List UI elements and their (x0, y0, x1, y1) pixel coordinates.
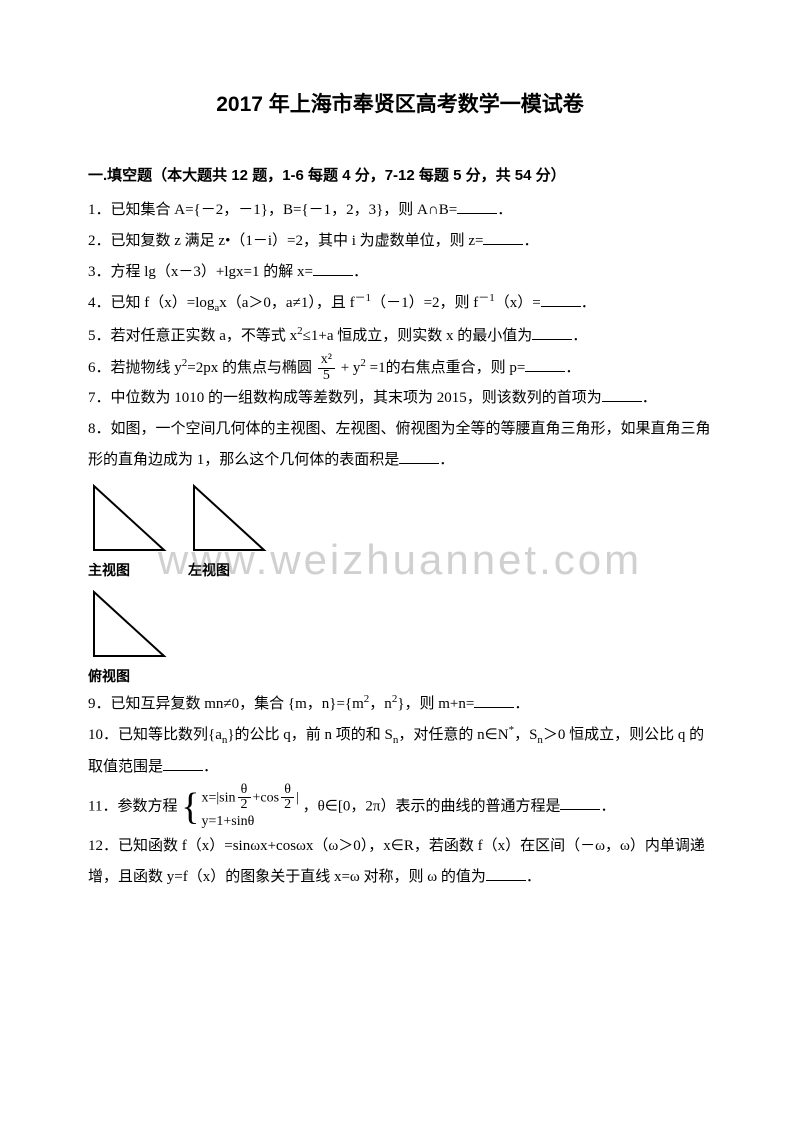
brace-icon: { (181, 788, 199, 826)
blank (532, 325, 572, 340)
blank (163, 756, 203, 771)
q11l1b: +cos (253, 790, 280, 805)
section-header: 一.填空题（本大题共 12 题，1-6 每题 4 分，7-12 每题 5 分，共… (88, 164, 712, 185)
page: 2017 年上海市奉贤区高考数学一模试卷 一.填空题（本大题共 12 题，1-6… (0, 0, 800, 1132)
q6-p1: 6．若抛物线 y (88, 360, 182, 376)
question-1: 1．已知集合 A={－2，－1}，B={－1，2，3}，则 A∩B= ． (88, 195, 712, 226)
q12-text: 12．已知函数 f（x）=sinωx+cosωx（ω＞0），x∈R，若函数 f（… (88, 838, 705, 885)
period: ． (353, 264, 368, 280)
blank (457, 200, 497, 215)
top-view: 俯视图 (88, 586, 170, 686)
frac-top: θ (238, 783, 251, 799)
question-7: 7．中位数为 1010 的一组数构成等差数列，其末项为 2015，则该数列的首项… (88, 383, 712, 414)
q11l1c: | (296, 790, 299, 805)
left-view: 左视图 (188, 480, 270, 580)
triangle-icon (188, 480, 270, 558)
period: ． (600, 798, 615, 814)
period: ． (642, 390, 657, 406)
period: ． (497, 202, 512, 218)
question-9: 9．已知互异复数 mn≠0，集合 {m，n}={m2，n2}，则 m+n=． (88, 688, 712, 720)
param-line-2: y=1+sinθ (201, 813, 298, 831)
period: ． (526, 869, 541, 885)
blank (474, 693, 514, 708)
blank (602, 388, 642, 403)
exam-title: 2017 年上海市奉贤区高考数学一模试卷 (88, 88, 712, 118)
period: ． (581, 295, 596, 311)
sup-neg1: －1 (478, 292, 495, 304)
question-10: 10．已知等比数列{an}的公比 q，前 n 项的和 Sn，对任意的 n∈N*，… (88, 719, 712, 782)
q7-text: 7．中位数为 1010 的一组数构成等差数列，其末项为 2015，则该数列的首项… (88, 390, 602, 406)
fraction-theta-2: θ2 (238, 783, 251, 813)
q9-p1: 9．已知互异复数 mn≠0，集合 {m，n}={m (88, 696, 364, 712)
blank (560, 796, 600, 811)
q4-p2: x（a＞0，a≠1），且 f (219, 295, 354, 311)
triangle-icon (88, 586, 170, 664)
period: ． (439, 452, 454, 468)
q4-p1: 4．已知 f（x）=log (88, 295, 214, 311)
frac-top: θ (281, 783, 294, 799)
q5-p1: 5．若对任意正实数 a，不等式 x (88, 328, 297, 344)
question-12: 12．已知函数 f（x）=sinωx+cosωx（ω＞0），x∈R，若函数 f（… (88, 831, 712, 893)
question-2: 2．已知复数 z 满足 z•（1－i）=2，其中 i 为虚数单位，则 z= ． (88, 226, 712, 257)
q4-p3: （－1）=2，则 f (371, 295, 478, 311)
blank (483, 230, 523, 245)
frac-bot: 2 (281, 798, 294, 813)
parametric-system: x=|sinθ2+cosθ2| y=1+sinθ (201, 783, 298, 832)
q11-p1: 11．参数方程 (88, 798, 177, 814)
q2-text: 2．已知复数 z 满足 z•（1－i）=2，其中 i 为虚数单位，则 z= (88, 233, 483, 249)
sup-neg1: －1 (355, 292, 372, 304)
fraction-x2-5: x²5 (318, 353, 335, 383)
period: ． (572, 328, 587, 344)
question-8: 8．如图，一个空间几何体的主视图、左视图、俯视图为全等的等腰直角三角形，如果直角… (88, 414, 712, 476)
q3-text: 3．方程 lg（x－3）+lgx=1 的解 x= (88, 264, 313, 280)
q6-p3: + y (337, 360, 360, 376)
frac-top: x² (318, 353, 335, 369)
q6-p2: =2px 的焦点与椭圆 (187, 360, 312, 376)
period: ． (565, 360, 580, 376)
q10-p3: ，对任意的 n∈N (398, 727, 508, 743)
period: ． (523, 233, 538, 249)
question-3: 3．方程 lg（x－3）+lgx=1 的解 x= ． (88, 257, 712, 288)
q10-p1: 10．已知等比数列{a (88, 727, 222, 743)
period: ． (514, 696, 529, 712)
frac-bot: 2 (238, 798, 251, 813)
param-line-1: x=|sinθ2+cosθ2| (201, 783, 298, 813)
q4-p4: （x）= (495, 295, 541, 311)
main-view: 主视图 (88, 480, 170, 580)
q5-p2: ≤1+a 恒成立，则实数 x 的最小值为 (303, 328, 533, 344)
blank (541, 293, 581, 308)
period: ． (203, 759, 218, 775)
main-view-label: 主视图 (88, 560, 170, 580)
q11l1a: x=|sin (201, 790, 235, 805)
triangle-icon (88, 480, 170, 558)
q11-p2: ，θ∈[0，2π）表示的曲线的普通方程是 (303, 798, 561, 814)
q6-p4: =1的右焦点重合，则 p= (366, 360, 525, 376)
question-6: 6．若抛物线 y2=2px 的焦点与椭圆 x²5 + y2 =1的右焦点重合，则… (88, 352, 712, 384)
q9-p2: ，n (369, 696, 392, 712)
frac-bot: 5 (318, 369, 335, 384)
fraction-theta-2: θ2 (281, 783, 294, 813)
question-11: 11．参数方程 { x=|sinθ2+cosθ2| y=1+sinθ ，θ∈[0… (88, 783, 712, 832)
left-view-label: 左视图 (188, 560, 270, 580)
q1-text: 1．已知集合 A={－2，－1}，B={－1，2，3}，则 A∩B= (88, 202, 457, 218)
top-view-label: 俯视图 (88, 666, 170, 686)
figure-row-1: 主视图 左视图 (88, 480, 712, 580)
blank (399, 449, 439, 464)
q10-p2: }的公比 q，前 n 项的和 S (227, 727, 393, 743)
blank (486, 866, 526, 881)
question-5: 5．若对任意正实数 a，不等式 x2≤1+a 恒成立，则实数 x 的最小值为． (88, 320, 712, 352)
q10-p4: ，S (514, 727, 537, 743)
blank (525, 357, 565, 372)
blank (313, 261, 353, 276)
q9-p3: }，则 m+n= (397, 696, 474, 712)
question-4: 4．已知 f（x）=logax（a＞0，a≠1），且 f－1（－1）=2，则 f… (88, 287, 712, 320)
figure-row-2: 俯视图 (88, 586, 712, 686)
figure-views: 主视图 左视图 俯视图 (88, 480, 712, 686)
